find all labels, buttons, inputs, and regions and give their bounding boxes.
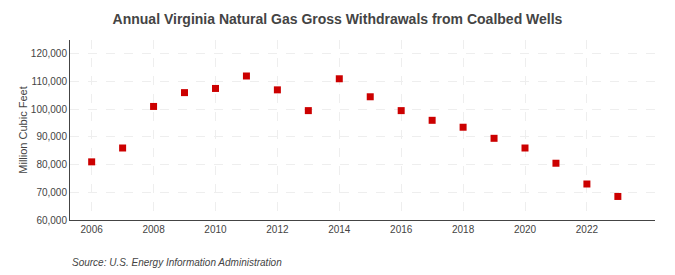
svg-text:2016: 2016: [390, 224, 413, 235]
svg-text:90,000: 90,000: [36, 131, 67, 142]
svg-text:Million Cubic Feet: Million Cubic Feet: [17, 86, 29, 173]
svg-text:2022: 2022: [576, 224, 599, 235]
svg-text:80,000: 80,000: [36, 159, 67, 170]
svg-text:120,000: 120,000: [31, 48, 68, 59]
svg-text:Annual Virginia Natural Gas Gr: Annual Virginia Natural Gas Gross Withdr…: [113, 11, 563, 27]
svg-text:110,000: 110,000: [32, 76, 68, 87]
svg-text:60,000: 60,000: [36, 215, 67, 226]
svg-text:2018: 2018: [452, 224, 475, 235]
svg-text:2014: 2014: [328, 224, 351, 235]
svg-text:2010: 2010: [204, 224, 227, 235]
svg-text:2012: 2012: [266, 224, 289, 235]
svg-text:2008: 2008: [142, 224, 165, 235]
svg-text:2020: 2020: [514, 224, 537, 235]
svg-text:Source: U.S. Energy Informatio: Source: U.S. Energy Information Administ…: [72, 257, 282, 268]
svg-text:70,000: 70,000: [36, 187, 67, 198]
svg-text:100,000: 100,000: [31, 104, 68, 115]
svg-text:2006: 2006: [81, 224, 104, 235]
